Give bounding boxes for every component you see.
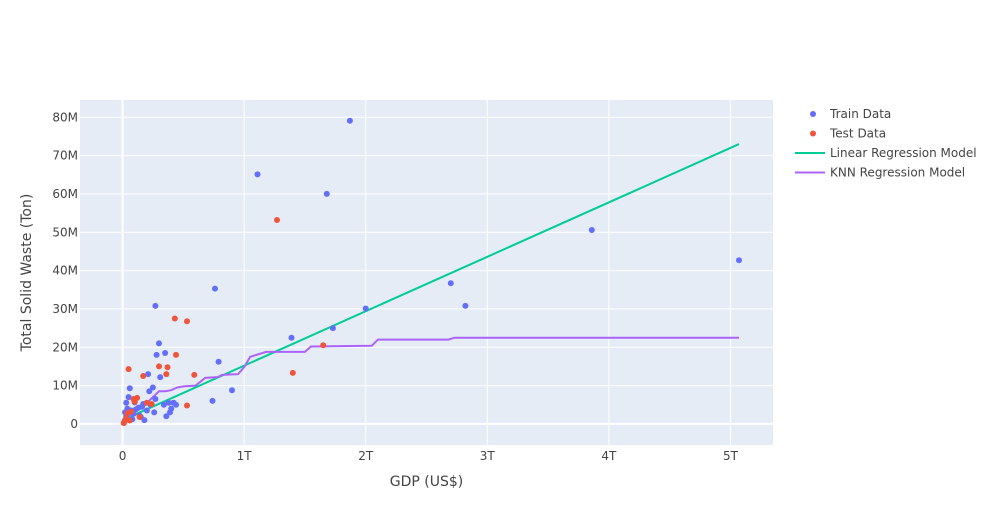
data-point xyxy=(165,399,172,406)
plot-marks xyxy=(120,117,742,427)
y-tick-label: 70M xyxy=(52,149,78,163)
data-point xyxy=(173,401,179,408)
data-point xyxy=(323,190,330,197)
data-point xyxy=(164,364,171,371)
data-point xyxy=(126,417,133,424)
data-point xyxy=(145,371,152,378)
x-axis-title: GDP (US$) xyxy=(390,474,464,490)
data-point xyxy=(274,217,280,223)
y-tick-label: 0 xyxy=(70,417,78,431)
legend-marker xyxy=(810,111,816,117)
x-tick-label: 2T xyxy=(358,449,374,463)
data-point xyxy=(152,302,159,309)
data-point xyxy=(173,351,179,358)
data-point xyxy=(191,371,198,378)
y-axis-title: Total Solid Waste (Ton) xyxy=(19,194,35,353)
data-point xyxy=(146,388,153,395)
data-point xyxy=(209,397,216,404)
x-tick-label: 4T xyxy=(601,449,617,463)
data-point xyxy=(143,407,150,414)
data-point xyxy=(126,385,133,392)
data-point xyxy=(447,280,454,287)
y-tick-label: 20M xyxy=(52,340,78,354)
y-tick-label: 60M xyxy=(52,187,78,201)
data-point xyxy=(254,171,261,178)
data-point xyxy=(229,387,235,394)
data-point xyxy=(153,351,160,358)
y-tick-label: 50M xyxy=(52,225,78,239)
data-point xyxy=(128,408,135,415)
data-point xyxy=(136,414,143,420)
x-tick-label: 1T xyxy=(237,449,253,463)
data-point xyxy=(156,340,162,347)
x-axis-ticks: 0 1T 2T 3T 4T 5T xyxy=(119,449,739,463)
data-point xyxy=(288,334,295,341)
data-point xyxy=(134,394,141,401)
y-tick-label: 30M xyxy=(52,302,78,316)
data-point xyxy=(462,302,469,309)
data-point xyxy=(148,401,155,407)
data-point xyxy=(125,394,132,401)
legend-marker xyxy=(810,130,816,137)
data-point xyxy=(141,417,148,424)
data-point xyxy=(125,366,132,373)
legend-label: Train Data xyxy=(829,107,891,121)
data-point xyxy=(163,413,170,420)
data-point xyxy=(184,318,190,325)
data-point xyxy=(162,350,169,356)
data-point xyxy=(168,405,175,412)
data-point xyxy=(184,402,190,409)
data-point xyxy=(151,409,158,416)
data-point xyxy=(215,358,222,365)
x-tick-label: 3T xyxy=(480,449,496,463)
legend-label: Test Data xyxy=(829,127,886,141)
x-tick-label: 5T xyxy=(723,449,739,463)
data-point xyxy=(320,342,327,349)
data-point xyxy=(212,285,218,292)
data-point xyxy=(163,371,170,378)
data-point xyxy=(171,315,178,322)
data-point xyxy=(736,257,742,264)
data-point xyxy=(362,305,369,312)
data-point xyxy=(143,399,150,406)
y-tick-label: 10M xyxy=(52,379,78,393)
legend-label: Linear Regression Model xyxy=(830,146,977,160)
data-point xyxy=(588,227,595,233)
x-tick-label: 0 xyxy=(119,449,127,463)
data-point xyxy=(157,374,164,381)
data-point xyxy=(160,401,167,408)
legend: Train Data Test Data Linear Regression Mod… xyxy=(795,107,977,180)
data-point xyxy=(140,373,147,379)
data-point xyxy=(329,325,336,332)
data-point xyxy=(289,369,296,376)
legend-label: KNN Regression Model xyxy=(830,166,965,180)
data-point xyxy=(346,117,353,124)
y-axis-ticks: 0 10M 20M 30M 40M 50M 60M 70M 80M xyxy=(52,110,78,431)
data-point xyxy=(123,399,130,406)
data-point xyxy=(156,363,162,370)
y-tick-label: 80M xyxy=(52,110,78,124)
data-point xyxy=(152,396,159,402)
y-tick-label: 40M xyxy=(52,264,78,278)
data-point xyxy=(149,384,156,391)
